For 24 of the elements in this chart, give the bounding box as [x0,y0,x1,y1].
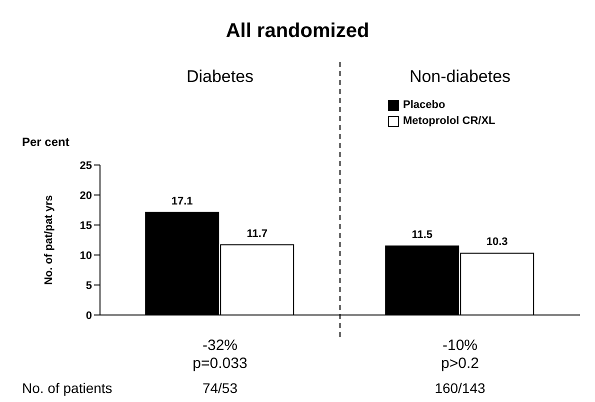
legend-label: Metoprolol CR/XL [403,115,496,127]
y-tick-label: 25 [80,160,92,172]
text: 160/143 [434,380,486,396]
y-tick-label: 5 [86,280,92,292]
text: No. of patients [22,380,112,396]
legend-label: Placebo [403,99,446,111]
text: p>0.2 [441,355,479,372]
y-tick-label: 10 [80,250,92,262]
chart-title: All randomized [224,20,370,43]
y-axis-title: No. of pat/pat yrs [42,195,55,285]
data-label: 10.3 [486,236,508,248]
y-tick-label: 20 [80,190,92,202]
text: p=0.033 [192,355,248,372]
text: -10% [442,337,478,354]
text: 74/53 [202,380,238,396]
data-label: 11.7 [246,228,268,240]
y-tick-label: 0 [86,310,92,322]
x-tick-label: Diabetes [186,67,254,86]
y-tick-label: 15 [80,220,92,232]
text: Per cent [22,135,70,149]
data-label: 11.5 [412,229,433,241]
x-tick-label: Non-diabetes [409,67,511,86]
text: -32% [202,337,238,354]
data-label: 17.1 [171,195,193,208]
